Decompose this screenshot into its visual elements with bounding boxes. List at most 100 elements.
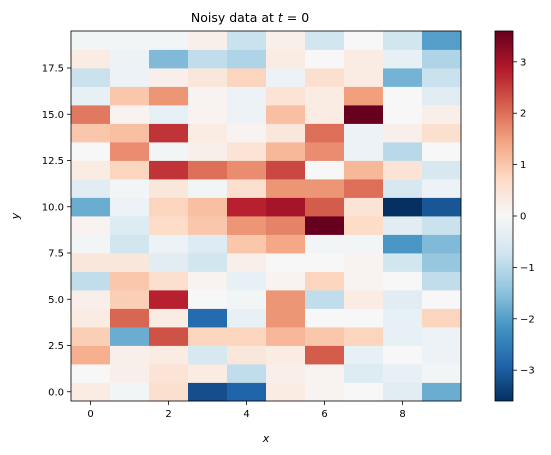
colorbar-tick-label: 0: [520, 212, 526, 223]
heatmap-cell: [305, 197, 345, 217]
heatmap-cell: [305, 49, 345, 69]
heatmap-cell: [149, 49, 189, 69]
heatmap-cell: [227, 382, 267, 402]
heatmap-cell: [188, 179, 228, 198]
heatmap-cell: [305, 123, 345, 143]
heatmap-cell: [188, 271, 228, 291]
heatmap-cell: [344, 179, 384, 198]
heatmap-cell: [188, 142, 228, 161]
heatmap-cell: [266, 49, 306, 69]
heatmap-cell: [110, 179, 150, 198]
heatmap-cell: [383, 271, 423, 291]
heatmap-cell: [266, 179, 306, 198]
heatmap-cell: [149, 123, 189, 143]
y-axis-tick-label: 2.5: [48, 341, 64, 352]
heatmap-cell: [383, 123, 423, 143]
heatmap-cell: [227, 49, 267, 69]
heatmap-cell: [188, 86, 228, 106]
heatmap-cell: [344, 123, 384, 143]
heatmap-cell: [71, 86, 111, 106]
y-axis-tick-label: 0.0: [48, 387, 64, 398]
heatmap-cell: [344, 234, 384, 254]
heatmap-cell: [422, 31, 462, 50]
x-axis-tick-label: 8: [399, 409, 405, 420]
heatmap-cell: [188, 290, 228, 309]
heatmap-cell: [71, 364, 111, 383]
heatmap-cell: [422, 160, 462, 180]
heatmap-cell: [71, 105, 111, 124]
heatmap-cell: [110, 327, 150, 346]
heatmap-cell: [266, 327, 306, 346]
heatmap-cell: [305, 290, 345, 309]
heatmap-cell: [71, 68, 111, 87]
heatmap-cell: [71, 179, 111, 198]
heatmap-cell: [110, 160, 150, 180]
heatmap-cell: [266, 271, 306, 291]
x-axis-tick-label: 2: [165, 409, 171, 420]
heatmap-cell: [71, 49, 111, 69]
heatmap-cell: [422, 216, 462, 235]
heatmap-cell: [149, 86, 189, 106]
heatmap-cell: [149, 234, 189, 254]
heatmap-cell: [305, 364, 345, 383]
heatmap-cell: [110, 123, 150, 143]
heatmap-cell: [149, 142, 189, 161]
heatmap-cell: [305, 179, 345, 198]
heatmap-cell: [227, 327, 267, 346]
heatmap-cell: [344, 68, 384, 87]
heatmap-cell: [383, 31, 423, 50]
heatmap-cell: [422, 234, 462, 254]
heatmap-cell: [227, 271, 267, 291]
heatmap-cell: [149, 308, 189, 328]
heatmap-cell: [149, 105, 189, 124]
heatmap-cell: [71, 31, 111, 50]
heatmap-cell: [422, 308, 462, 328]
heatmap-cell: [188, 123, 228, 143]
heatmap-cell: [266, 345, 306, 365]
y-axis-tick-label: 17.5: [42, 64, 64, 75]
heatmap-cell: [383, 345, 423, 365]
heatmap-cell: [383, 253, 423, 272]
heatmap-cell: [305, 86, 345, 106]
heatmap-cell: [227, 123, 267, 143]
heatmap-cell: [344, 382, 384, 402]
heatmap-cell: [149, 216, 189, 235]
heatmap-cell: [188, 308, 228, 328]
heatmap-cell: [266, 308, 306, 328]
heatmap-cell: [266, 234, 306, 254]
heatmap-cell: [149, 253, 189, 272]
heatmap-cell: [71, 160, 111, 180]
colorbar-tick-label: 1: [520, 160, 526, 171]
heatmap-cell: [422, 49, 462, 69]
colorbar-tick-label: −3: [520, 366, 535, 377]
heatmap-cell: [149, 31, 189, 50]
heatmap-cell: [227, 142, 267, 161]
y-axis-tick-label: 15.0: [42, 110, 64, 121]
heatmap-cell: [227, 234, 267, 254]
heatmap-cell: [188, 105, 228, 124]
heatmap-cell: [110, 68, 150, 87]
heatmap-cell: [188, 160, 228, 180]
heatmap-cell: [149, 160, 189, 180]
heatmap-cell: [71, 216, 111, 235]
heatmap-cell: [227, 364, 267, 383]
heatmap-cell: [110, 271, 150, 291]
plot-frame: [70, 30, 462, 402]
heatmap-cell: [266, 382, 306, 402]
colorbar-tick-label: −2: [520, 314, 535, 325]
y-axis-tick-label: 10.0: [42, 202, 64, 213]
heatmap-cell: [266, 142, 306, 161]
heatmap-cell: [266, 123, 306, 143]
heatmap-cell: [344, 197, 384, 217]
heatmap-cell: [422, 382, 462, 402]
y-axis-tick-label: 7.5: [48, 249, 64, 260]
heatmap-cell: [188, 253, 228, 272]
heatmap-cell: [266, 86, 306, 106]
heatmap-cell: [383, 68, 423, 87]
heatmap-cell: [188, 327, 228, 346]
heatmap-cell: [227, 253, 267, 272]
heatmap-cell: [422, 197, 462, 217]
heatmap-cell: [149, 345, 189, 365]
heatmap-cell: [110, 216, 150, 235]
heatmap-cell: [188, 216, 228, 235]
